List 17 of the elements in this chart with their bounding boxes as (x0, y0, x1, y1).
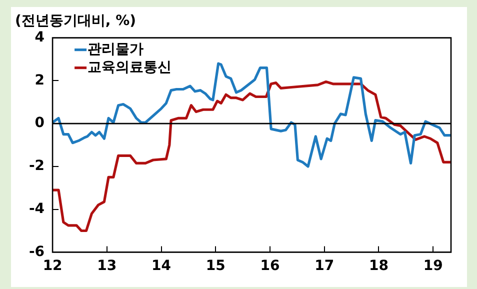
y-tick-label: 4 (34, 29, 45, 46)
x-tick-label: 13 (97, 258, 117, 274)
legend-label: 관리물가 (88, 41, 144, 58)
x-tick-label: 16 (260, 258, 280, 274)
legend-label: 교육의료통신 (88, 59, 172, 76)
x-tick-label: 17 (314, 258, 334, 274)
x-tick-label: 14 (152, 258, 172, 274)
x-tick-label: 19 (423, 258, 443, 274)
x-tick-label: 15 (206, 258, 226, 274)
y-tick-label: -6 (28, 244, 45, 260)
y-tick-label: -4 (28, 200, 45, 217)
y-tick-label: 0 (34, 115, 45, 132)
x-tick-label: 18 (368, 258, 388, 274)
y-tick-label: 2 (34, 72, 45, 88)
y-tick-label: -2 (28, 158, 45, 174)
chart-title: (전년동기대비, %) (15, 13, 136, 30)
x-tick-label: 12 (42, 258, 62, 274)
